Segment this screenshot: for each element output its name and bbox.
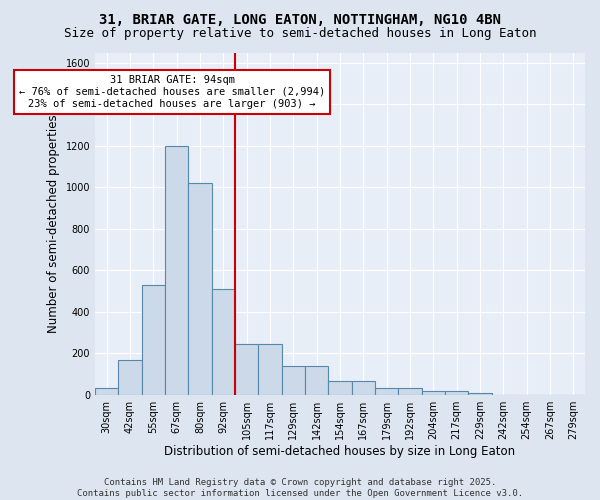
Bar xyxy=(212,289,235,395)
Bar xyxy=(422,390,445,394)
Bar xyxy=(469,392,491,394)
X-axis label: Distribution of semi-detached houses by size in Long Eaton: Distribution of semi-detached houses by … xyxy=(164,444,515,458)
Bar xyxy=(235,344,259,395)
Text: 31, BRIAR GATE, LONG EATON, NOTTINGHAM, NG10 4BN: 31, BRIAR GATE, LONG EATON, NOTTINGHAM, … xyxy=(99,12,501,26)
Bar xyxy=(281,366,305,394)
Bar xyxy=(165,146,188,394)
Bar xyxy=(375,388,398,394)
Bar xyxy=(118,360,142,394)
Text: Contains HM Land Registry data © Crown copyright and database right 2025.
Contai: Contains HM Land Registry data © Crown c… xyxy=(77,478,523,498)
Bar xyxy=(95,388,118,394)
Bar xyxy=(398,388,422,394)
Bar xyxy=(188,183,212,394)
Bar xyxy=(142,285,165,395)
Bar xyxy=(445,390,469,394)
Text: Size of property relative to semi-detached houses in Long Eaton: Size of property relative to semi-detach… xyxy=(64,28,536,40)
Bar xyxy=(328,381,352,394)
Y-axis label: Number of semi-detached properties: Number of semi-detached properties xyxy=(47,114,60,333)
Bar xyxy=(305,366,328,394)
Bar xyxy=(259,344,281,395)
Text: 31 BRIAR GATE: 94sqm
← 76% of semi-detached houses are smaller (2,994)
23% of se: 31 BRIAR GATE: 94sqm ← 76% of semi-detac… xyxy=(19,76,325,108)
Bar xyxy=(352,381,375,394)
